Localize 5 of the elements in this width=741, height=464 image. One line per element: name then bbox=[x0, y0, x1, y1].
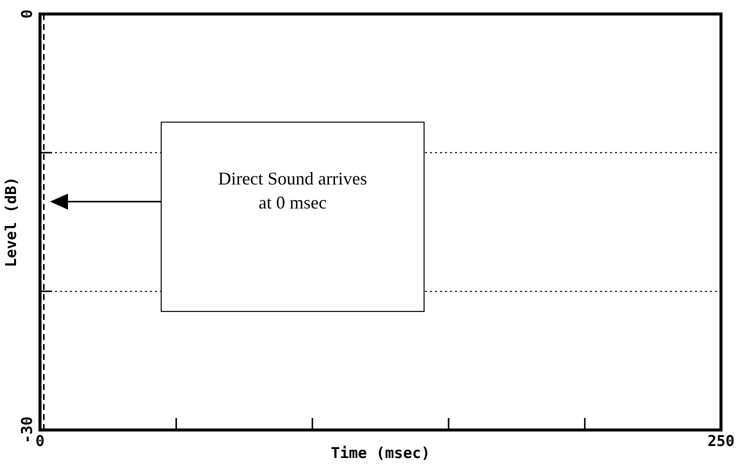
y-axis-title: Level (dB) bbox=[2, 176, 20, 268]
annotation: Direct Sound arrives at 0 msec bbox=[218, 168, 368, 213]
y-tick-label: -30 bbox=[18, 416, 36, 444]
x-axis-title: Time (msec) bbox=[330, 444, 430, 462]
x-tick-label: 250 bbox=[707, 432, 735, 450]
